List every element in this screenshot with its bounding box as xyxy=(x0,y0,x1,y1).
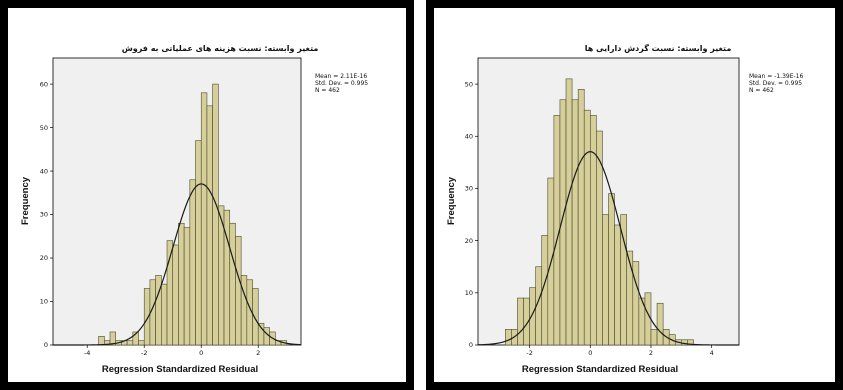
histogram-bar xyxy=(183,227,191,346)
stats-mean: Mean = -1.39E-16 xyxy=(749,73,803,80)
y-axis: 0 10 20 30 40 50 xyxy=(465,80,478,349)
histogram-bar xyxy=(143,288,151,346)
histogram-bar xyxy=(632,261,640,346)
normal-curve xyxy=(53,183,302,346)
y-axis-title: Frequency xyxy=(20,176,31,225)
x-tick-label: 0 xyxy=(588,349,592,357)
x-axis: -4 -2 0 2 xyxy=(84,345,260,357)
histogram-bar xyxy=(178,222,185,346)
histogram-bar xyxy=(212,83,219,346)
y-tick-label: 30 xyxy=(40,211,48,219)
histogram-panel-left: متغیر وابسته: نسبت هزینه های عملیاتی به … xyxy=(0,0,414,390)
x-tick-label: -4 xyxy=(84,349,90,357)
y-tick-label: 40 xyxy=(40,167,48,175)
bars-group xyxy=(505,78,694,346)
y-axis-title: Frequency xyxy=(446,176,457,225)
y-tick-label: 50 xyxy=(40,124,48,132)
histogram-bar xyxy=(559,99,567,346)
x-tick-label: -2 xyxy=(141,349,147,357)
histogram-bar xyxy=(189,179,196,346)
histogram-bar xyxy=(687,339,694,346)
x-axis-title: Regression Standardized Residual xyxy=(522,364,678,375)
histogram-bar xyxy=(200,92,208,346)
y-tick-label: 0 xyxy=(469,341,473,349)
histogram-bar xyxy=(626,250,634,346)
histogram-bar xyxy=(98,335,105,346)
histogram-chart-right: متغیر وابسته: نسبت گردش دارایی ها Mean =… xyxy=(426,0,843,390)
chart-title: متغیر وابسته: نسبت هزینه های عملیاتی به … xyxy=(122,44,319,54)
normal-curve-group xyxy=(53,183,302,346)
histogram-bar xyxy=(126,340,134,346)
histogram-bar xyxy=(529,287,536,346)
histogram-bar xyxy=(656,302,664,346)
histogram-bar xyxy=(571,99,579,346)
histogram-bar xyxy=(257,322,265,346)
x-tick-label: 2 xyxy=(649,349,653,357)
stats-n: N = 462 xyxy=(749,87,774,94)
histogram-bar xyxy=(608,193,615,346)
histogram-bar xyxy=(252,288,259,346)
y-tick-label: 20 xyxy=(40,254,48,262)
x-tick-label: -2 xyxy=(526,349,532,357)
histogram-bar xyxy=(583,109,591,346)
stats-std-dev: Std. Dev. = 0.995 xyxy=(315,80,368,87)
stats-box: Mean = 2.11E-16 Std. Dev. = 0.995 N = 46… xyxy=(315,73,368,94)
histogram-bar xyxy=(596,130,603,346)
x-tick-label: 0 xyxy=(199,349,203,357)
x-axis: -2 0 2 4 xyxy=(526,345,714,357)
histogram-bar xyxy=(577,89,585,346)
histogram-bar xyxy=(565,78,573,346)
y-tick-label: 60 xyxy=(40,80,48,88)
stats-mean: Mean = 2.11E-16 xyxy=(315,73,367,80)
stats-box: Mean = -1.39E-16 Std. Dev. = 0.995 N = 4… xyxy=(749,73,803,94)
normal-curve-group xyxy=(477,151,739,346)
histogram-bar xyxy=(517,297,524,346)
y-axis: 0 10 20 30 40 50 60 xyxy=(40,80,53,349)
stats-n: N = 462 xyxy=(315,87,340,94)
histogram-bar xyxy=(650,329,658,346)
histogram-bar xyxy=(132,331,139,346)
histogram-panel-right: متغیر وابسته: نسبت گردش دارایی ها Mean =… xyxy=(426,0,843,390)
histogram-bar xyxy=(161,283,168,346)
histogram-chart-left: متغیر وابسته: نسبت هزینه های عملیاتی به … xyxy=(0,0,414,390)
y-tick-label: 10 xyxy=(465,289,473,297)
chart-title: متغیر وابسته: نسبت گردش دارایی ها xyxy=(585,43,732,54)
x-axis-title: Regression Standardized Residual xyxy=(102,364,258,375)
histogram-bar xyxy=(138,340,145,346)
y-tick-label: 20 xyxy=(465,237,473,245)
histogram-bar xyxy=(172,244,179,346)
histogram-bar xyxy=(614,224,621,346)
histogram-bar xyxy=(589,115,597,346)
histogram-bar xyxy=(505,329,512,346)
histogram-bar xyxy=(109,331,117,346)
y-tick-label: 10 xyxy=(40,298,48,306)
histogram-bar xyxy=(195,140,202,346)
histogram-bar xyxy=(602,214,609,346)
histogram-bar xyxy=(235,235,242,346)
y-tick-label: 0 xyxy=(44,341,48,349)
y-tick-label: 50 xyxy=(465,80,473,88)
normal-curve xyxy=(477,151,739,346)
y-tick-label: 30 xyxy=(465,185,473,193)
x-tick-label: 2 xyxy=(256,349,260,357)
stats-std-dev: Std. Dev. = 0.995 xyxy=(749,80,802,87)
bars-group xyxy=(98,83,288,346)
y-tick-label: 40 xyxy=(465,132,473,140)
histogram-bar xyxy=(229,222,236,346)
x-tick-label: 4 xyxy=(710,349,714,357)
histogram-bar xyxy=(206,105,213,346)
